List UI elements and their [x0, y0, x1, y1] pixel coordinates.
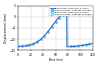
- Y-axis label: Displacement (mm): Displacement (mm): [4, 13, 8, 43]
- X-axis label: Time (ms): Time (ms): [48, 58, 63, 62]
- Legend: Fine mesh: 2560x170 3 layers, Coarser mesh: 1280x85 3 layers, Fine mesh: 2560x17: Fine mesh: 2560x170 3 layers, Coarser me…: [49, 6, 92, 16]
